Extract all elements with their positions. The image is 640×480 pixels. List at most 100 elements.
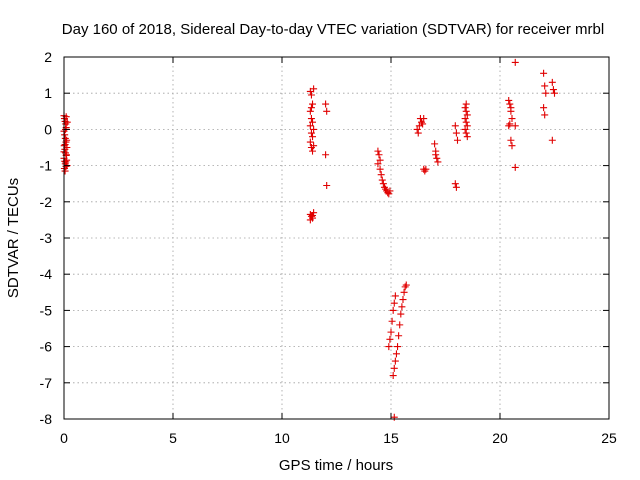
data-point: [306, 122, 314, 130]
data-point: [376, 156, 384, 164]
grid-lines: [64, 57, 609, 419]
data-point: [549, 86, 557, 94]
data-point: [398, 303, 406, 311]
data-point: [461, 115, 469, 123]
y-tick-label: -5: [40, 302, 53, 318]
y-tick-label: 0: [44, 121, 52, 137]
data-point: [451, 180, 459, 188]
data-point: [390, 413, 398, 421]
data-point: [452, 129, 460, 137]
data-point: [396, 321, 404, 329]
data-point: [307, 129, 315, 137]
data-point: [375, 151, 383, 159]
data-point: [310, 85, 318, 93]
data-point: [462, 129, 470, 137]
data-point: [61, 141, 69, 149]
x-axis-label: GPS time / hours: [279, 457, 393, 474]
y-tick-label: 2: [44, 49, 52, 65]
data-point: [388, 317, 396, 325]
data-point: [397, 310, 405, 318]
data-point: [61, 131, 69, 139]
data-point: [309, 212, 317, 220]
y-tick-label: -7: [40, 375, 53, 391]
data-point: [385, 343, 393, 351]
data-point: [378, 176, 386, 184]
data-points: [60, 58, 558, 421]
data-point: [505, 122, 513, 130]
data-point: [507, 136, 515, 144]
data-point: [376, 165, 384, 173]
data-point: [540, 69, 548, 77]
data-point: [421, 167, 429, 175]
y-tick-label: -8: [40, 411, 53, 427]
data-point: [391, 357, 399, 365]
data-point: [310, 125, 318, 133]
y-axis-label: SDTVAR / TECUs: [5, 178, 22, 298]
data-point: [548, 78, 556, 86]
y-tick-label: -3: [40, 230, 53, 246]
data-point: [395, 332, 403, 340]
data-point: [374, 147, 382, 155]
data-point: [379, 180, 387, 188]
data-point: [310, 142, 318, 150]
data-point: [511, 58, 519, 66]
data-point: [461, 125, 469, 133]
data-point: [389, 306, 397, 314]
data-point: [419, 120, 427, 128]
data-point: [374, 160, 382, 168]
data-point: [420, 115, 428, 123]
data-point: [461, 104, 469, 112]
data-point: [307, 115, 315, 123]
data-point: [432, 151, 440, 159]
data-point: [323, 182, 331, 190]
data-point: [394, 343, 402, 351]
x-tick-label: 0: [60, 430, 68, 446]
data-point: [386, 187, 394, 195]
x-tick-label: 20: [492, 430, 508, 446]
y-tick-label: 1: [44, 85, 52, 101]
data-point: [506, 120, 514, 128]
data-point: [401, 283, 409, 291]
data-point: [307, 91, 315, 99]
data-point: [508, 115, 516, 123]
y-tick-label: -2: [40, 194, 53, 210]
data-point: [413, 125, 421, 133]
data-point: [389, 372, 397, 380]
data-point: [508, 142, 516, 150]
data-point: [452, 183, 460, 191]
data-point: [463, 111, 471, 119]
data-point: [63, 118, 71, 126]
x-tick-label: 15: [383, 430, 399, 446]
data-point: [310, 209, 318, 217]
data-point: [511, 163, 519, 171]
data-point: [463, 133, 471, 141]
data-point: [392, 350, 400, 358]
data-point: [387, 328, 395, 336]
x-tick-label: 10: [274, 430, 290, 446]
data-point: [462, 100, 470, 108]
data-point: [385, 190, 393, 198]
data-point: [402, 281, 410, 289]
data-point: [453, 136, 461, 144]
data-point: [462, 118, 470, 126]
data-point: [434, 158, 442, 166]
y-tick-label: -1: [40, 158, 53, 174]
y-tick-label: -6: [40, 339, 53, 355]
data-point: [61, 167, 69, 175]
data-point: [540, 104, 548, 112]
data-point: [390, 299, 398, 307]
data-point: [307, 104, 315, 112]
x-tick-label: 25: [601, 430, 617, 446]
y-tick-label: -4: [40, 266, 53, 282]
data-point: [431, 140, 439, 148]
data-point: [62, 158, 70, 166]
data-point: [391, 292, 399, 300]
data-point: [462, 107, 470, 115]
data-point: [505, 96, 513, 104]
data-point: [322, 151, 330, 159]
data-point: [507, 104, 515, 112]
data-point: [306, 138, 314, 146]
data-point: [511, 122, 519, 130]
data-point: [414, 129, 422, 137]
